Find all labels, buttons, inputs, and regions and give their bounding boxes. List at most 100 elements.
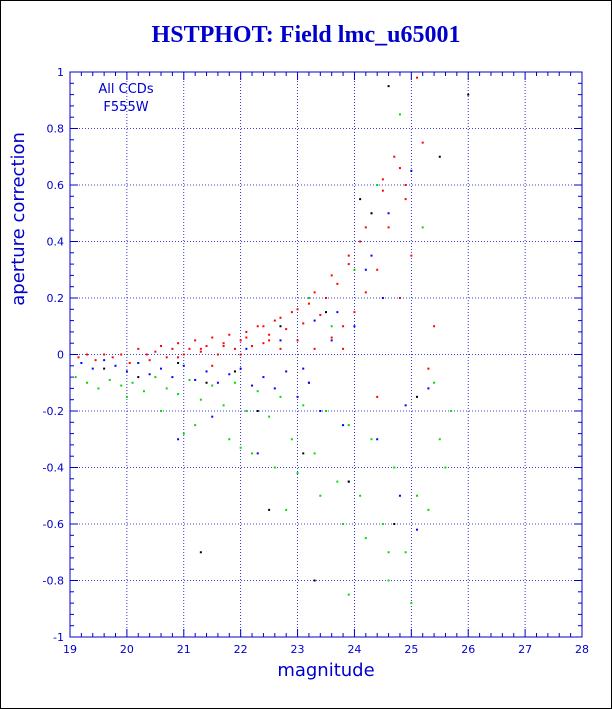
data-point xyxy=(433,325,436,328)
data-point xyxy=(120,384,123,387)
data-point xyxy=(165,356,168,359)
data-point xyxy=(74,376,77,379)
data-point xyxy=(148,359,151,362)
data-point xyxy=(239,367,242,370)
x-tick-labels: 19 20 21 22 23 24 25 26 27 28 xyxy=(63,643,589,656)
data-point xyxy=(387,226,390,229)
data-point xyxy=(103,359,106,362)
data-point xyxy=(222,345,225,348)
data-point xyxy=(171,347,174,350)
minor-ticks xyxy=(69,71,583,638)
data-point xyxy=(347,593,350,596)
data-point xyxy=(376,268,379,271)
data-point xyxy=(342,523,345,525)
data-point xyxy=(313,452,316,455)
data-point xyxy=(216,381,219,384)
data-point xyxy=(307,381,310,384)
data-point xyxy=(404,404,407,407)
data-point xyxy=(467,93,470,96)
data-point xyxy=(205,345,208,348)
data-point xyxy=(387,579,390,582)
data-point xyxy=(398,167,401,170)
data-point xyxy=(251,384,254,387)
data-point xyxy=(199,350,202,353)
plot-area xyxy=(69,71,583,638)
data-point xyxy=(319,313,322,316)
data-point xyxy=(94,359,97,362)
data-point xyxy=(177,356,180,359)
x-tick-label: 24 xyxy=(347,643,361,656)
y-tick-label: 0.6 xyxy=(47,179,65,192)
data-point xyxy=(302,322,305,325)
data-point xyxy=(370,212,373,215)
data-point xyxy=(347,424,350,427)
data-point xyxy=(77,356,80,359)
data-point xyxy=(416,395,419,398)
data-point xyxy=(160,410,163,412)
data-point xyxy=(177,393,180,396)
data-point xyxy=(398,297,401,299)
data-point xyxy=(128,361,131,364)
x-tick-label: 19 xyxy=(63,643,77,656)
data-point xyxy=(86,353,89,356)
data-point xyxy=(381,178,384,181)
data-point xyxy=(182,364,185,367)
data-point xyxy=(268,415,271,418)
data-point xyxy=(114,364,117,367)
data-point xyxy=(177,438,180,441)
data-point xyxy=(256,325,259,328)
data-point xyxy=(111,356,114,359)
data-point xyxy=(97,387,100,390)
data-point xyxy=(233,381,236,384)
x-tick-label: 20 xyxy=(120,643,134,656)
data-point xyxy=(387,85,390,88)
data-point xyxy=(353,268,356,271)
data-point xyxy=(364,537,367,540)
data-point xyxy=(376,184,379,186)
data-point xyxy=(438,155,441,158)
data-point xyxy=(285,328,288,331)
data-point xyxy=(347,263,350,266)
y-tick-labels: -1 -0.8 -0.6 -0.4 -0.2 0 0.2 0.4 0.6 0.8 1 xyxy=(43,66,64,644)
data-point xyxy=(387,551,390,554)
x-tick-label: 21 xyxy=(177,643,191,656)
data-point xyxy=(256,452,259,455)
y-tick-label: -0.2 xyxy=(43,405,64,418)
data-point xyxy=(279,316,282,319)
data-point xyxy=(177,361,180,364)
data-point xyxy=(279,325,282,328)
data-point xyxy=(211,415,214,418)
data-point xyxy=(398,113,401,116)
data-point xyxy=(120,353,123,356)
data-point xyxy=(145,353,148,356)
data-point xyxy=(228,438,231,441)
data-point xyxy=(381,189,384,192)
data-point xyxy=(148,373,151,376)
data-point xyxy=(211,364,214,367)
data-point xyxy=(239,446,242,449)
x-tick-label: 22 xyxy=(234,643,248,656)
data-point xyxy=(359,494,362,497)
data-point xyxy=(336,480,339,483)
data-point xyxy=(211,384,214,387)
data-point xyxy=(325,311,327,314)
data-point xyxy=(359,198,362,201)
data-point xyxy=(296,308,299,311)
data-point xyxy=(427,387,430,390)
data-point xyxy=(330,274,333,277)
data-point xyxy=(160,345,163,348)
data-point xyxy=(273,387,276,390)
data-point xyxy=(268,339,271,342)
data-point xyxy=(416,76,419,79)
data-point xyxy=(450,410,453,412)
data-point xyxy=(103,353,106,356)
data-point xyxy=(125,370,128,373)
data-point xyxy=(165,387,168,390)
data-point xyxy=(410,602,413,605)
data-point xyxy=(307,297,310,299)
data-point xyxy=(404,198,407,201)
data-point xyxy=(80,361,83,364)
data-point xyxy=(256,390,259,393)
data-point xyxy=(177,342,180,345)
data-point xyxy=(103,367,106,370)
